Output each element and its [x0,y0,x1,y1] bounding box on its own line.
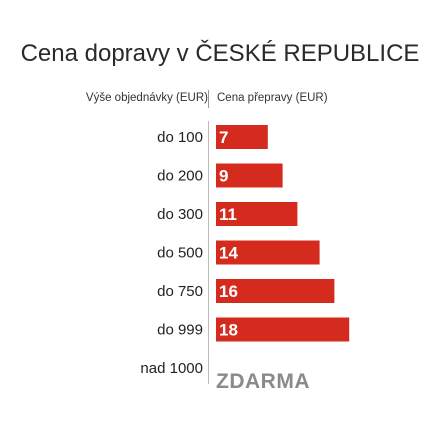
bar [216,240,320,265]
bar [216,125,268,149]
bar [216,202,298,226]
bar [216,317,350,342]
bar-value-label: 16 [219,282,238,301]
category-label: do 500 [157,245,203,262]
bar-value-label: 11 [219,205,237,224]
bar-value-label: 7 [219,128,228,147]
category-label: do 300 [157,206,203,223]
category-label: do 200 [157,168,203,185]
category-column-header: Výše objednávky (EUR) [85,92,208,104]
category-label: do 999 [157,322,203,339]
header-divider [208,90,209,108]
bar [216,279,335,303]
bar-value-label: 18 [219,321,238,340]
bar [216,163,283,188]
chart-title: Cena dopravy v ČESKÉ REPUBLICE [20,40,420,67]
free-shipping-label: ZDARMA [216,370,310,393]
bar-value-label: 9 [219,167,228,186]
category-label: do 100 [157,129,203,146]
bar-value-label: 14 [219,244,238,263]
value-column-header: Cena přepravy (EUR) [217,92,328,104]
category-label: do 750 [157,283,203,300]
category-label: nad 1000 [140,360,203,377]
